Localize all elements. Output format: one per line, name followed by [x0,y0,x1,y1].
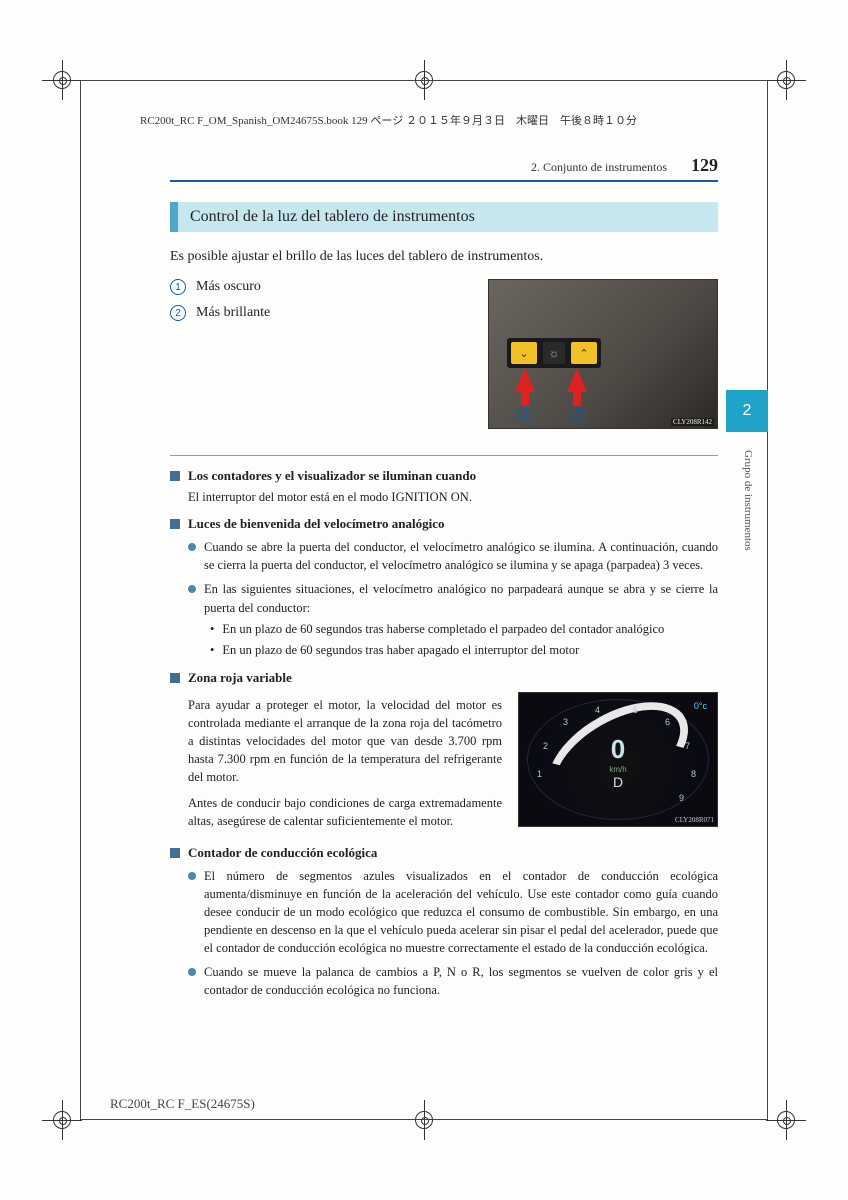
dim-button-icon: ⌄ [511,342,537,364]
figure-tachometer: 1 2 3 4 5 6 7 8 9 0°c 0 km/h D CLY208R07… [518,692,718,827]
option-label-2: Más brillante [196,305,270,321]
bright-button-icon: ⌃ [571,342,597,364]
figure-callout-1: 1 [518,408,534,424]
print-header: RC200t_RC F_OM_Spanish_OM24675S.book 129… [140,112,637,128]
body-s1: El interruptor del motor está en el modo… [188,488,718,506]
square-icon [170,673,180,683]
figure-callout-2: 2 [570,408,586,424]
subhead-welcome: Luces de bienvenida del velocímetro anal… [170,516,718,532]
running-head: 2. Conjunto de instrumentos 129 [170,155,718,182]
bullet-icon [188,585,196,593]
divider [170,455,718,456]
subbullet-s2-2: •En un plazo de 60 segundos tras haber a… [210,642,718,660]
footer-id: RC200t_RC F_ES(24675S) [110,1096,255,1112]
option-label-1: Más oscuro [196,279,261,295]
option-num-2: 2 [170,305,186,321]
subhead-text-4: Contador de conducción ecológica [188,845,377,861]
subhead-counters: Los contadores y el visualizador se ilum… [170,468,718,484]
arrow-icon-2 [567,368,587,392]
crop-mark-bl [48,1106,76,1134]
subhead-text-1: Los contadores y el visualizador se ilum… [188,468,476,484]
square-icon [170,519,180,529]
bullet-icon [188,968,196,976]
bullet-s4-1: El número de segmentos azules visualizad… [188,867,718,958]
arrow-icon-1 [515,368,535,392]
chapter-tab: 2 [726,390,768,432]
option-num-1: 1 [170,279,186,295]
bullet-icon [188,543,196,551]
option-darker: 1 Más oscuro [170,279,468,295]
bullet-s2-2: En las siguientes situaciones, el velocí… [188,580,718,616]
crop-mark-br [772,1106,800,1134]
subhead-redzone: Zona roja variable [170,670,718,686]
figure-id-1: CLY208R142 [671,418,714,426]
bullet-s4-2: Cuando se mueve la palanca de cambios a … [188,963,718,999]
content-area: 2. Conjunto de instrumentos 129 Control … [170,155,718,999]
body-s3-p2: Antes de conducir bajo condiciones de ca… [188,794,502,830]
bullet-icon [188,872,196,880]
figure-id-2: CLY208R071 [675,816,714,824]
bullet-s2-1: Cuando se abre la puerta del conductor, … [188,538,718,574]
subhead-text-2: Luces de bienvenida del velocímetro anal… [188,516,445,532]
option-list: 1 Más oscuro 2 Más brillante [170,279,468,331]
subhead-text-3: Zona roja variable [188,670,292,686]
section-title: Control de la luz del tablero de instrum… [170,202,718,232]
button-cluster: ⌄ ☼ ⌃ [507,338,601,368]
square-icon [170,848,180,858]
subhead-eco: Contador de conducción ecológica [170,845,718,861]
option-brighter: 2 Más brillante [170,305,468,321]
subbullet-s2-1: •En un plazo de 60 segundos tras haberse… [210,621,718,639]
page-number: 129 [691,155,718,176]
square-icon [170,471,180,481]
tacho-center: 0 km/h D [609,734,626,790]
crop-mark-tl [48,66,76,94]
brightness-icon: ☼ [543,342,565,364]
intro-text: Es posible ajustar el brillo de las luce… [170,246,718,267]
figure-brightness: ⌄ ☼ ⌃ 1 2 CLY208R142 [488,279,718,429]
body-s3-p1: Para ayudar a proteger el motor, la velo… [188,696,502,787]
section-label: 2. Conjunto de instrumentos [531,160,667,175]
crop-mark-tr [772,66,800,94]
chapter-tab-label: Grupo de instrumentos [742,450,754,551]
